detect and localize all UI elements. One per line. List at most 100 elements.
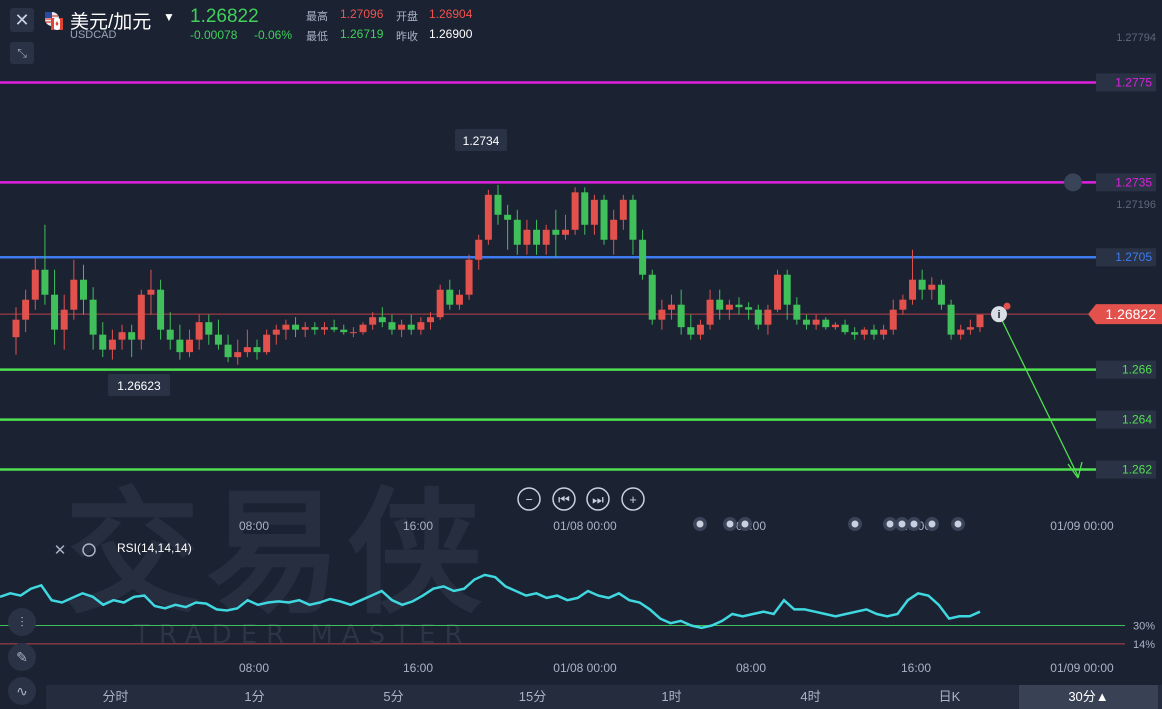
candle-body: [716, 299, 724, 310]
indicator-icon[interactable]: ∿: [8, 677, 36, 705]
high-marker-bg: [455, 129, 507, 151]
candle-body: [561, 229, 569, 235]
candle: [831, 322, 839, 330]
candle-body: [205, 322, 213, 335]
candle-body: [860, 329, 868, 335]
candle-body: [292, 324, 300, 330]
candle-body: [89, 299, 97, 335]
rsi-settings-icon: [82, 543, 96, 557]
watermark-logo: 交易侠: [65, 475, 488, 632]
candle-body: [966, 327, 974, 330]
event-marker-dot: [928, 520, 936, 528]
candle: [41, 224, 49, 305]
candle: [552, 209, 560, 258]
candle-body: [186, 339, 194, 353]
info-icon: [991, 306, 1007, 323]
candle-body: [60, 309, 68, 330]
candle-body: [841, 324, 849, 333]
candle: [455, 289, 463, 310]
low-marker-label: 1.26623: [117, 379, 161, 393]
tab-daily[interactable]: 日K: [938, 689, 961, 704]
candle: [253, 339, 261, 360]
candle: [841, 319, 849, 335]
chevron-down-icon[interactable]: ▼: [163, 10, 175, 24]
candle-type-icon[interactable]: ⫶: [8, 608, 36, 636]
zoom-in-icon-glyph: +: [629, 492, 637, 507]
price-line-label-bg: [1096, 410, 1156, 429]
candle: [137, 289, 145, 350]
candle-body: [523, 229, 531, 245]
candle: [79, 264, 87, 315]
candle: [369, 312, 377, 330]
low-value: 1.26719: [340, 27, 384, 41]
scroll-start-icon-glyph: ⏮: [558, 492, 570, 507]
candle-body: [41, 269, 49, 295]
tab-5min[interactable]: 5分: [383, 689, 404, 704]
symbol-title[interactable]: 美元/加元: [70, 12, 152, 33]
candle: [243, 329, 251, 358]
candle: [745, 302, 753, 320]
candle: [812, 314, 820, 330]
candle-body: [176, 339, 184, 353]
price-line-label-bg: [1096, 248, 1156, 267]
expand-icon[interactable]: ⤡: [10, 42, 34, 64]
candle-body: [783, 274, 791, 305]
tab-4hour[interactable]: 4时: [800, 689, 821, 704]
candle: [793, 297, 801, 325]
candle-body: [128, 332, 136, 340]
candle-body: [243, 347, 251, 353]
candle: [754, 304, 762, 330]
candle-body: [311, 327, 319, 330]
candle: [176, 324, 184, 360]
candle: [909, 249, 917, 305]
candle-body: [137, 294, 145, 340]
candle: [860, 327, 868, 340]
tab-15min[interactable]: 15分: [518, 689, 547, 704]
tab-1min[interactable]: 1分: [244, 689, 265, 704]
candle: [108, 329, 116, 360]
candle: [31, 257, 39, 310]
candle-body: [802, 319, 810, 325]
candle: [60, 294, 68, 350]
candle-body: [22, 299, 30, 320]
candle-body: [706, 299, 714, 325]
candle: [436, 284, 444, 320]
tab-30min[interactable]: 30分▲: [1019, 685, 1158, 709]
candle: [147, 269, 155, 315]
candle-body: [533, 229, 541, 245]
scroll-start-icon: [552, 487, 576, 511]
candle-body: [889, 309, 897, 330]
candle: [320, 322, 328, 335]
candle-body: [166, 329, 174, 340]
rsi-label: RSI(14,14,14): [117, 541, 192, 555]
x-tick-label: 08:00: [239, 519, 269, 533]
price-change-pct: -0.06%: [254, 28, 293, 42]
low-marker-bg: [108, 374, 170, 396]
close-icon[interactable]: ✕: [10, 8, 34, 32]
candle: [658, 299, 666, 330]
price-line-label: 1.2735: [1115, 175, 1152, 189]
candle-body: [465, 259, 473, 295]
candle-body: [793, 304, 801, 320]
x-tick-label: 16:00: [403, 519, 433, 533]
candle-body: [70, 279, 78, 310]
candle: [918, 269, 926, 300]
zoom-out-icon-glyph: −: [525, 492, 533, 507]
candle-body: [301, 327, 309, 330]
candle-body: [581, 192, 589, 225]
tab-1hour[interactable]: 1时: [661, 689, 682, 704]
high-label: 最高: [306, 11, 328, 23]
candle-body: [668, 304, 676, 310]
candle-body: [436, 289, 444, 318]
candle-body: [427, 317, 435, 323]
candle-body: [899, 299, 907, 310]
event-marker-dot: [886, 520, 894, 528]
candle-body: [253, 347, 261, 353]
rsi-line: [0, 573, 981, 630]
tab-timeline[interactable]: 分时: [102, 689, 129, 704]
candle: [735, 297, 743, 315]
candle: [639, 229, 647, 280]
candle-body: [542, 229, 550, 245]
pencil-icon[interactable]: ✎: [8, 643, 36, 671]
